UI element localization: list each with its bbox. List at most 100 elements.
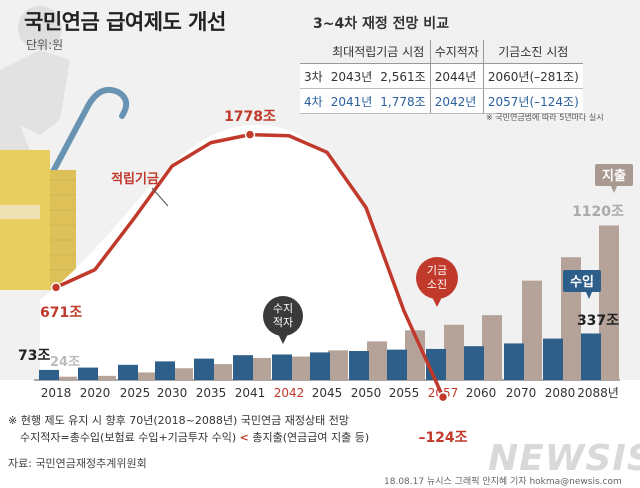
bar-expense: [444, 324, 464, 380]
credit-line: 18.08.17 뉴시스 그래픽 안지혜 기자 hokma@newsis.com: [384, 477, 622, 487]
row-label: 3차: [300, 63, 327, 89]
tag-income-text: 수입: [570, 275, 594, 290]
tag-depletion-pointer: [432, 297, 442, 307]
bar-expense: [251, 357, 271, 380]
expense-2088-label: 1120조: [572, 204, 624, 220]
income-2018-label: 73조: [18, 348, 50, 364]
x-tick-label: 2041: [235, 386, 266, 400]
tag-expense-text: 지출: [602, 168, 626, 184]
tag-income-pointer: [586, 292, 592, 299]
bar-income: [78, 367, 98, 380]
cell-max-year: 2041년: [326, 88, 377, 114]
row-label: 4차: [300, 88, 327, 114]
footnote-formula-left: 수지적자=총수입(보험료 수입+기금투자 수익): [20, 431, 237, 444]
table-row: 4차 2041년 1,778조 2042년 2057년(–124조): [300, 88, 583, 114]
cell-depletion: 2057년(–124조): [482, 88, 583, 114]
tag-deficit-pointer: [278, 334, 288, 344]
bar-expense: [136, 372, 156, 380]
x-tick-label: 2070: [506, 386, 537, 400]
x-tick-label: 2080: [545, 386, 576, 400]
x-tick-label: 2050: [351, 386, 382, 400]
col-header-deficit: 수지적자: [429, 40, 484, 64]
x-tick-label: 2045: [312, 386, 343, 400]
bar-expense: [96, 375, 116, 380]
bar-income: [194, 358, 214, 380]
cell-depletion: 2060년(–281조): [482, 63, 583, 89]
tag-expense-box: [595, 164, 633, 186]
x-tick-label: 2088년: [577, 386, 619, 400]
footnote-formula-right: 총지출(연금급여 지출 등): [252, 431, 370, 444]
bar-income: [504, 343, 524, 380]
bar-expense: [57, 376, 77, 380]
footnote: ※ 현행 제도 유지 시 향후 70년(2018~2088년) 국민연금 재정상…: [8, 412, 369, 446]
cell-max-value: 1,778조: [376, 88, 431, 114]
bar-expense: [367, 341, 387, 380]
newsis-logo: NEWSIS: [488, 438, 640, 479]
bar-income: [272, 354, 292, 380]
comparison-table: 최대적립기금 시점 수지적자 기금소진 시점 3차 2043년 2,561조 2…: [300, 40, 583, 114]
fund-point: [50, 282, 62, 293]
bar-income: [155, 361, 175, 380]
bar-income: [310, 352, 330, 380]
bar-income: [581, 333, 601, 380]
col-header-depletion: 기금소진 시점: [482, 40, 583, 64]
unit-label: 단위:원: [26, 38, 64, 52]
footnote-line-1: ※ 현행 제도 유지 시 향후 70년(2018~2088년) 국민연금 재정상…: [8, 414, 349, 427]
fund-min-label: –124조: [418, 430, 467, 446]
bar-income: [387, 349, 407, 380]
bar-income: [233, 355, 253, 380]
x-tick-label: 2060: [466, 386, 497, 400]
footnote-line-2: 수지적자=총수입(보험료 수입+기금투자 수익) < 총지출(연금급여 지출 등…: [8, 429, 369, 446]
tag-deficit-text-2: 적자: [273, 316, 293, 329]
cell-max-year: 2043년: [326, 63, 377, 89]
bar-income: [39, 369, 59, 380]
bar-expense: [290, 356, 310, 380]
page-title: 국민연금 급여제도 개선: [24, 10, 226, 34]
expense-2018-label: 24조: [50, 355, 80, 370]
fund-point: [437, 391, 449, 403]
bar-income: [118, 364, 138, 380]
fund-peak-label: 1778조: [224, 109, 276, 125]
bar-expense: [328, 350, 348, 380]
series-fund-leader: [151, 187, 169, 207]
series-fund-label: 적립기금: [111, 171, 159, 187]
source-label: 자료: 국민연금재정추계위원회: [8, 457, 147, 470]
x-tick-label: 2030: [157, 386, 188, 400]
bar-income: [349, 351, 369, 380]
bar-expense: [522, 280, 542, 380]
bar-expense: [482, 315, 502, 380]
tag-depletion-bubble: [416, 257, 458, 299]
fund-2018-label: 671조: [40, 305, 82, 321]
bar-income: [543, 338, 563, 380]
bar-expense: [173, 368, 193, 380]
fund-point: [244, 129, 256, 140]
x-tick-label: 2042: [274, 386, 305, 400]
tag-income-box: [563, 270, 601, 292]
x-tick-label: 2020: [80, 386, 111, 400]
fund-area: [40, 124, 430, 381]
comparison-note: ※ 국민연금법에 따라 5년마다 실시: [486, 113, 604, 122]
cell-max-value: 2,561조: [376, 63, 431, 89]
footnote-less-than: <: [239, 431, 249, 444]
tag-depletion-text-2: 소진: [427, 278, 447, 291]
x-tick-label: 2025: [120, 386, 151, 400]
coin-stack-icon: [0, 150, 76, 290]
bar-expense: [212, 364, 232, 380]
x-tick-label: 2018: [41, 386, 72, 400]
corner-cell: [300, 40, 327, 64]
tag-expense-pointer: [611, 186, 617, 193]
cell-deficit: 2042년: [429, 88, 484, 114]
table-row: 3차 2043년 2,561조 2044년 2060년(–281조): [300, 63, 583, 89]
x-tick-label: 2035: [196, 386, 227, 400]
tag-deficit-text-1: 수지: [273, 302, 293, 315]
bar-expense: [599, 225, 619, 380]
x-tick-label: 2055: [389, 386, 420, 400]
tag-depletion-text-1: 기금: [427, 264, 447, 277]
col-header-max: 최대적립기금 시점: [326, 40, 431, 64]
comparison-title: 3~4차 재정 전망 비교: [313, 16, 449, 32]
tag-deficit-bubble: [263, 296, 303, 336]
cell-deficit: 2044년: [429, 63, 484, 89]
income-2088-label: 337조: [577, 313, 619, 329]
